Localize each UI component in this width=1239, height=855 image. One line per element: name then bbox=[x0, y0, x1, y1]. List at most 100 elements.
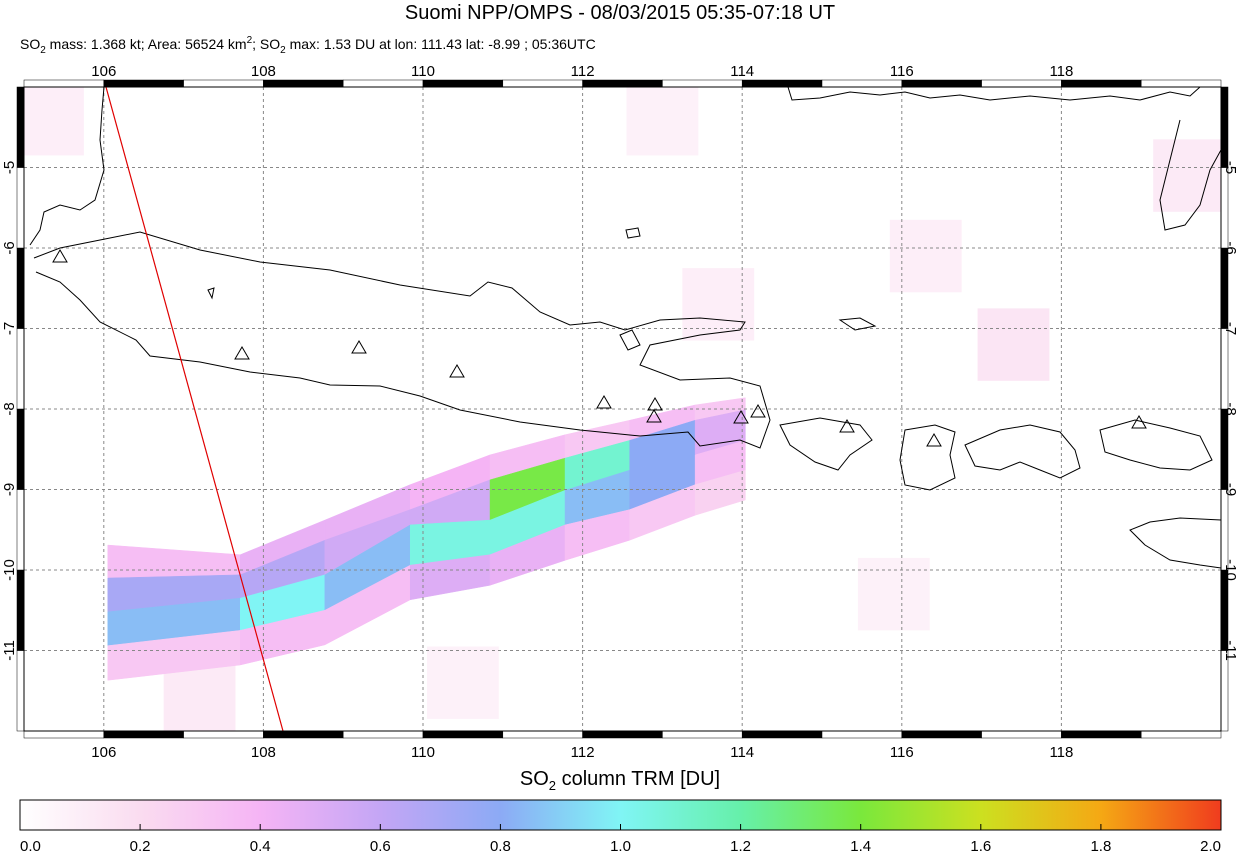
volcano bbox=[647, 397, 663, 411]
colorbar-tick-label: 1.2 bbox=[730, 838, 751, 855]
frame-band bbox=[16, 489, 25, 571]
y-tick-label: -5 bbox=[1, 161, 18, 174]
background-cell bbox=[1153, 139, 1221, 212]
background-cell bbox=[682, 268, 755, 341]
frame-band bbox=[16, 650, 25, 732]
frame-band bbox=[422, 79, 504, 88]
colorbar-tick-label: 1.6 bbox=[970, 838, 991, 855]
y-tick-label: -9 bbox=[1, 483, 18, 496]
colorbar-tick-label: 0.2 bbox=[130, 838, 151, 855]
frame-band bbox=[183, 730, 264, 739]
frame-band bbox=[1220, 328, 1229, 410]
grid bbox=[24, 87, 1221, 731]
background-cell bbox=[977, 308, 1050, 381]
subtitle-part: 2 bbox=[40, 45, 46, 56]
x-tick-label: 114 bbox=[730, 63, 754, 80]
colorbar-title-part: 2 bbox=[549, 778, 556, 793]
coastline bbox=[779, 417, 873, 471]
frame-band bbox=[1220, 489, 1229, 571]
frame-band bbox=[821, 730, 903, 739]
frame-band bbox=[183, 79, 264, 88]
frame-band bbox=[422, 730, 504, 739]
coastline bbox=[899, 424, 956, 491]
volcano bbox=[733, 410, 749, 424]
frame-band bbox=[103, 79, 184, 88]
subtitle: SO2 mass: 1.368 kt; Area: 56524 km2; SO2… bbox=[20, 35, 596, 56]
frame-band bbox=[502, 79, 583, 88]
y-tick-label: -10 bbox=[1222, 559, 1239, 581]
frame-band bbox=[103, 730, 184, 739]
coastlines bbox=[29, 87, 1221, 569]
y-tick-label: -9 bbox=[1222, 483, 1239, 496]
frame-band bbox=[23, 730, 105, 739]
so2-cells bbox=[24, 87, 1221, 731]
y-tick-label: -8 bbox=[1222, 402, 1239, 415]
x-tick-label: 114 bbox=[730, 744, 754, 761]
frame-band bbox=[1140, 730, 1222, 739]
colorbar-tick-label: 0.4 bbox=[250, 838, 271, 855]
coastline bbox=[1129, 517, 1221, 569]
background-cell bbox=[426, 646, 499, 719]
frame-band bbox=[1220, 167, 1229, 249]
x-tick-label: 118 bbox=[1049, 744, 1073, 761]
background-cell bbox=[857, 557, 930, 631]
volcano bbox=[926, 433, 942, 447]
subtitle-part: 2 bbox=[280, 45, 286, 56]
colorbar-tick-label: 0.0 bbox=[20, 838, 41, 855]
y-tick-label: -11 bbox=[1222, 640, 1239, 661]
colorbar-tick-label: 1.8 bbox=[1090, 838, 1111, 855]
frame-band bbox=[582, 79, 663, 88]
frame-band bbox=[502, 730, 583, 739]
background-cell bbox=[24, 87, 84, 156]
coastline bbox=[207, 227, 877, 351]
frame-band bbox=[23, 79, 105, 88]
background-cell bbox=[626, 87, 699, 156]
frame-band bbox=[342, 730, 424, 739]
x-tick-label: 108 bbox=[251, 63, 276, 80]
colorbar-tick-label: 0.8 bbox=[490, 838, 511, 855]
colorbar-ticks: 0.0 0.2 0.4 0.6 0.8 1.0 1.2 1.4 1.6 1.8 2.0 bbox=[19, 824, 1222, 855]
frame-band bbox=[1061, 79, 1142, 88]
volcano bbox=[351, 340, 367, 354]
frame-band bbox=[16, 167, 25, 249]
background-cell bbox=[163, 662, 236, 731]
frame-band bbox=[662, 79, 743, 88]
frame-band bbox=[741, 79, 823, 88]
x-tick-label: 110 bbox=[411, 63, 435, 80]
map-border bbox=[23, 86, 1222, 732]
volcano bbox=[52, 249, 68, 263]
volcano bbox=[646, 409, 662, 423]
frame-band bbox=[1220, 86, 1229, 168]
colorbar-tick-label: 1.0 bbox=[610, 838, 631, 855]
x-tick-label: 112 bbox=[571, 63, 595, 80]
orbit-track bbox=[105, 86, 284, 732]
volcano bbox=[839, 419, 855, 433]
y-tick-label: -11 bbox=[1, 640, 18, 661]
colorbar-tick-label: 1.4 bbox=[850, 838, 871, 855]
frame-band bbox=[741, 730, 823, 739]
x-tick-label: 106 bbox=[91, 744, 116, 761]
x-tick-label: 108 bbox=[251, 744, 276, 761]
so2-pixel bbox=[694, 469, 746, 516]
frame-band bbox=[1220, 408, 1229, 490]
subtitle-part: mass: 1.368 kt; Area: 56524 km bbox=[46, 36, 247, 52]
colorbar-tick-label: 0.6 bbox=[370, 838, 391, 855]
frame-band bbox=[662, 730, 743, 739]
volcano bbox=[1131, 415, 1147, 429]
subtitle-part: SO bbox=[20, 36, 40, 52]
frame-band bbox=[16, 408, 25, 490]
frame-band bbox=[821, 79, 903, 88]
x-tick-label: 106 bbox=[91, 63, 116, 80]
x-tick-label: 118 bbox=[1049, 63, 1073, 80]
frame-band bbox=[1220, 650, 1229, 732]
y-tick-label: -10 bbox=[1, 559, 18, 581]
frame-band bbox=[981, 730, 1062, 739]
x-tick-label: 112 bbox=[571, 744, 595, 761]
y-tick-label: -6 bbox=[1222, 241, 1239, 254]
y-tick-label: -8 bbox=[1, 402, 18, 415]
frame-band bbox=[16, 86, 25, 168]
x-tick-label: 110 bbox=[411, 744, 435, 761]
volcano bbox=[596, 395, 612, 409]
volcano bbox=[449, 364, 465, 378]
frame-band bbox=[981, 79, 1062, 88]
